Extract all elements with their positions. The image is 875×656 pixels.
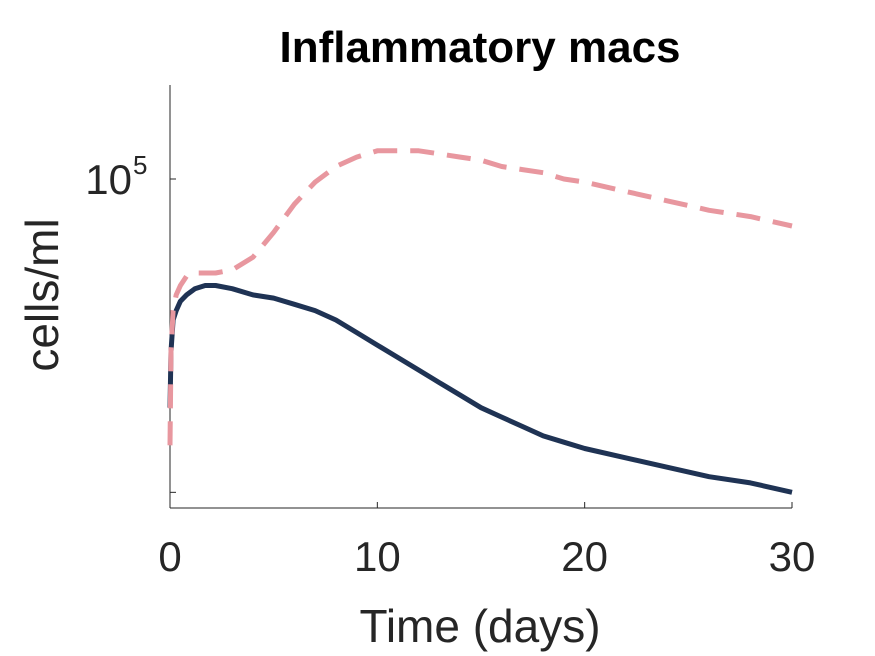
- x-tick-label: 30: [769, 533, 816, 580]
- y-tick-exponent: 5: [133, 150, 147, 180]
- x-tick-label: 0: [158, 533, 181, 580]
- series-layer: [167, 148, 793, 495]
- y-axis-label: cells/ml: [16, 218, 68, 371]
- x-tick-label: 20: [561, 533, 608, 580]
- x-tick-label: 10: [354, 533, 401, 580]
- chart-title: Inflammatory macs: [279, 23, 680, 72]
- x-axis-label: Time (days): [359, 600, 600, 652]
- series-line-1: [167, 283, 793, 495]
- y-tick-label: 10: [85, 156, 132, 203]
